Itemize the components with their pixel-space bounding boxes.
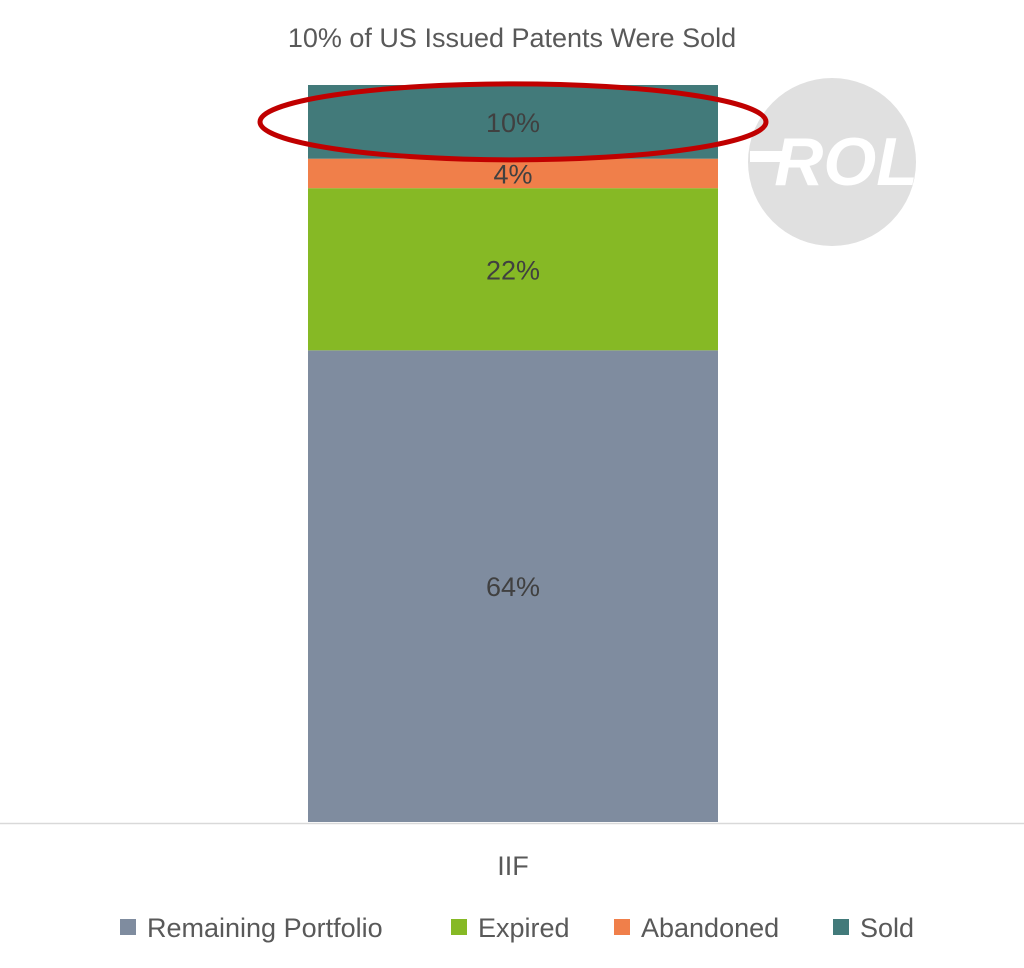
bar-segment-remaining-portfolio bbox=[308, 350, 718, 822]
legend-label-sold: Sold bbox=[860, 913, 914, 943]
bar-segment-abandoned bbox=[308, 158, 718, 189]
highlight-ellipse bbox=[257, 81, 769, 163]
legend-swatch-sold bbox=[833, 919, 849, 935]
watermark-dash bbox=[750, 151, 784, 162]
watermark-text: ROL bbox=[774, 124, 918, 200]
legend-swatch-expired bbox=[451, 919, 467, 935]
rol-watermark-logo: ROL bbox=[748, 78, 918, 246]
data-label-abandoned: 4% bbox=[493, 159, 532, 189]
chart-title: 10% of US Issued Patents Were Sold bbox=[288, 23, 736, 53]
data-label-remaining-portfolio: 64% bbox=[486, 572, 540, 602]
bar-segment-expired bbox=[308, 188, 718, 351]
data-labels: 64% 22% 4% 10% bbox=[486, 108, 540, 602]
bar-stack bbox=[308, 85, 718, 822]
legend-label-abandoned: Abandoned bbox=[641, 913, 779, 943]
category-labels: IIF bbox=[497, 851, 529, 881]
legend: Remaining Portfolio Expired Abandoned Sold bbox=[120, 913, 914, 943]
bar-segment-sold bbox=[308, 85, 718, 159]
legend-swatch-abandoned bbox=[614, 919, 630, 935]
category-label: IIF bbox=[497, 851, 529, 881]
legend-label-remaining-portfolio: Remaining Portfolio bbox=[147, 913, 383, 943]
legend-label-expired: Expired bbox=[478, 913, 570, 943]
watermark-circle bbox=[748, 78, 916, 246]
data-label-expired: 22% bbox=[486, 255, 540, 285]
data-label-sold: 10% bbox=[486, 108, 540, 138]
legend-swatch-remaining-portfolio bbox=[120, 919, 136, 935]
